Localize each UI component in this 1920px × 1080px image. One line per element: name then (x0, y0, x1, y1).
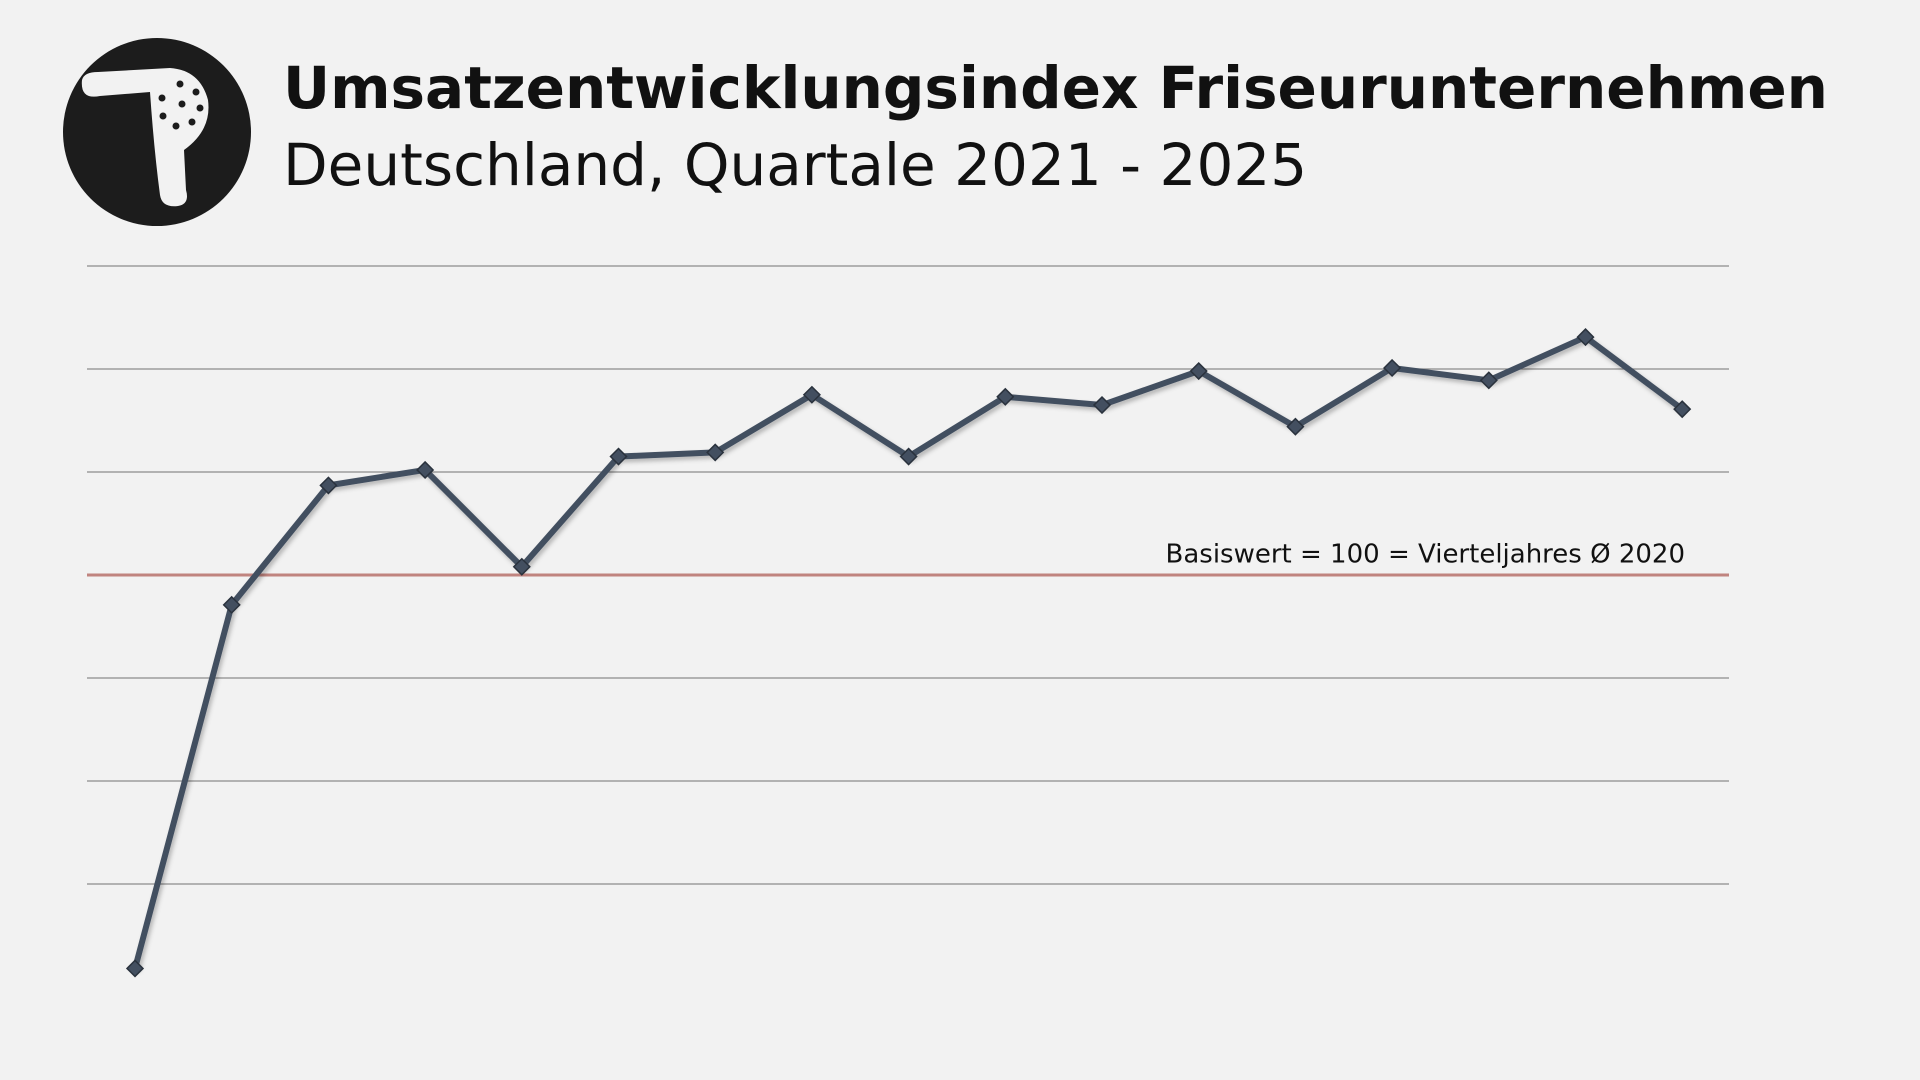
data-point (319, 476, 338, 495)
data-point (1673, 400, 1692, 419)
data-point (416, 460, 435, 480)
data-point (899, 447, 918, 466)
data-point (1189, 361, 1208, 381)
data-point (1576, 328, 1595, 347)
data-point (609, 447, 628, 466)
data-point (706, 443, 725, 462)
data-point (1479, 371, 1498, 390)
logo-icon (63, 38, 251, 226)
data-line (132, 334, 1684, 970)
data-point (802, 385, 821, 404)
reference-label: Basiswert = 100 = Vierteljahres Ø 2020 (1166, 540, 1685, 570)
data-point (125, 959, 145, 978)
data-point (1383, 358, 1402, 378)
data-point (222, 595, 241, 614)
data-point (996, 387, 1015, 406)
data-point (512, 557, 531, 576)
chart-subtitle: Deutschland, Quartale 2021 - 2025 (283, 131, 1307, 199)
data-point (1286, 417, 1305, 436)
data-point (1092, 395, 1112, 415)
chart-title: Umsatzentwicklungsindex Friseurunternehm… (283, 54, 1828, 122)
